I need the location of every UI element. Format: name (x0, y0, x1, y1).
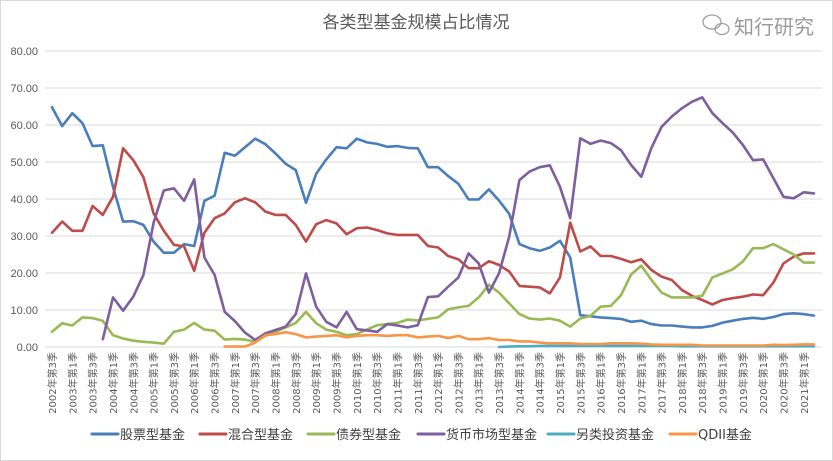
series-line-0 (50, 105, 816, 329)
x-tick-label: 2012年第3季 (452, 352, 465, 414)
x-tick-label: 2015年第3季 (574, 352, 587, 414)
x-tick-label: 2019年第1季 (717, 352, 730, 414)
x-tick-label: 2014年第3季 (534, 352, 547, 414)
x-tick-label: 2015年第1季 (554, 352, 567, 414)
x-tick-label: 2018年第1季 (676, 352, 689, 414)
legend-item: 混合型基金 (198, 427, 293, 443)
x-tick-label: 2017年第3季 (656, 352, 669, 414)
legend-label: 债券型基金 (336, 427, 401, 443)
y-tick-label: 60.00 (10, 120, 38, 132)
x-tick-label: 2016年第1季 (595, 352, 608, 414)
y-tick-label: 20.00 (10, 268, 38, 280)
x-tick-label: 2009年第3季 (330, 352, 343, 414)
x-tick-label: 2021年第1季 (798, 352, 811, 414)
y-tick-label: 10.00 (10, 305, 38, 317)
legend-label: 混合型基金 (228, 427, 293, 443)
series-line-5 (223, 330, 816, 348)
x-tick-label: 2019年第3季 (737, 352, 750, 414)
x-tick-label: 2003年第1季 (66, 352, 79, 414)
legend-item: 债券型基金 (306, 427, 401, 443)
chart-title: 各类型基金规模占比情况 (323, 13, 510, 33)
x-axis-ticks: 2002年第3季 2003年第1季 2003年第3季 2004年第1季 2004年第3季… (46, 352, 811, 414)
legend-item: 货币市场型基金 (416, 427, 537, 443)
x-tick-label: 2005年第1季 (148, 352, 161, 414)
y-tick-label: 40.00 (10, 194, 38, 206)
x-tick-label: 2017年第1季 (635, 352, 648, 414)
x-tick-label: 2008年第3季 (290, 352, 303, 414)
legend: 股票型基金 混合型基金 债券型基金 货币市场型基金 另类投资基金 QDII基金 (90, 427, 752, 443)
x-tick-label: 2012年第1季 (432, 352, 445, 414)
x-tick-label: 2013年第1季 (473, 352, 486, 414)
x-tick-label: 2016年第3季 (615, 352, 628, 414)
x-tick-label: 2007年第3季 (249, 352, 262, 414)
legend-item: 股票型基金 (90, 427, 185, 443)
y-tick-label: 80.00 (10, 46, 38, 58)
x-tick-label: 2010年第1季 (351, 352, 364, 414)
x-tick-label: 2009年第1季 (310, 352, 323, 414)
x-tick-label: 2003年第3季 (87, 352, 100, 414)
legend-label: 另类投资基金 (576, 427, 654, 443)
x-tick-label: 2011年第1季 (391, 352, 404, 414)
x-tick-label: 2014年第1季 (513, 352, 526, 414)
x-tick-label: 2007年第1季 (229, 352, 242, 414)
y-tick-label: 50.00 (10, 157, 38, 169)
legend-item: QDII基金 (668, 427, 752, 443)
legend-label: 货币市场型基金 (446, 427, 537, 443)
y-tick-label: 0.00 (17, 342, 38, 354)
x-tick-label: 2002年第3季 (46, 352, 59, 414)
series-line-2 (50, 242, 816, 345)
series-line-1 (50, 147, 816, 306)
x-tick-label: 2008年第1季 (270, 352, 283, 414)
series-line-3 (101, 96, 816, 342)
x-tick-label: 2006年第1季 (188, 352, 201, 414)
x-tick-label: 2004年第1季 (107, 352, 120, 414)
x-tick-label: 2006年第3季 (209, 352, 222, 414)
y-tick-label: 30.00 (10, 231, 38, 243)
watermark: 知行研究 (702, 14, 814, 39)
y-tick-label: 70.00 (10, 83, 38, 95)
legend-label: 股票型基金 (120, 427, 185, 443)
x-tick-label: 2011年第3季 (412, 352, 425, 414)
series-lines (50, 96, 816, 349)
x-tick-label: 2018年第3季 (696, 352, 709, 414)
wechat-icon (702, 14, 730, 36)
x-tick-label: 2010年第3季 (371, 352, 384, 414)
x-tick-label: 2020年第3季 (778, 352, 791, 414)
x-tick-label: 2005年第3季 (168, 352, 181, 414)
watermark-text: 知行研究 (734, 15, 814, 39)
y-axis-ticks: 0.00 10.00 20.00 30.00 40.00 50.00 60.00 70.00 8… (10, 46, 38, 354)
x-tick-label: 2004年第3季 (127, 352, 140, 414)
x-tick-label: 2013年第3季 (493, 352, 506, 414)
legend-label: QDII基金 (698, 427, 752, 443)
legend-item: 另类投资基金 (546, 427, 654, 443)
x-tick-label: 2020年第1季 (757, 352, 770, 414)
